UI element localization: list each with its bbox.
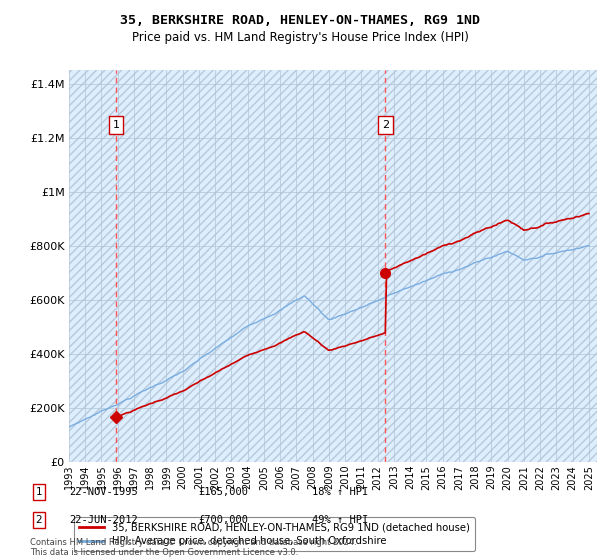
Text: 49% ↑ HPI: 49% ↑ HPI <box>312 515 368 525</box>
Text: 35, BERKSHIRE ROAD, HENLEY-ON-THAMES, RG9 1ND: 35, BERKSHIRE ROAD, HENLEY-ON-THAMES, RG… <box>120 14 480 27</box>
Text: 2: 2 <box>382 120 389 130</box>
Text: 1: 1 <box>113 120 119 130</box>
Text: £700,000: £700,000 <box>198 515 248 525</box>
Legend: 35, BERKSHIRE ROAD, HENLEY-ON-THAMES, RG9 1ND (detached house), HPI: Average pri: 35, BERKSHIRE ROAD, HENLEY-ON-THAMES, RG… <box>74 517 475 551</box>
Text: 18% ↑ HPI: 18% ↑ HPI <box>312 487 368 497</box>
Text: Price paid vs. HM Land Registry's House Price Index (HPI): Price paid vs. HM Land Registry's House … <box>131 31 469 44</box>
Text: Contains HM Land Registry data © Crown copyright and database right 2024.
This d: Contains HM Land Registry data © Crown c… <box>30 538 356 557</box>
Text: 22-JUN-2012: 22-JUN-2012 <box>69 515 138 525</box>
Text: 1: 1 <box>35 487 43 497</box>
Text: £165,000: £165,000 <box>198 487 248 497</box>
Text: 22-NOV-1995: 22-NOV-1995 <box>69 487 138 497</box>
Text: 2: 2 <box>35 515 43 525</box>
